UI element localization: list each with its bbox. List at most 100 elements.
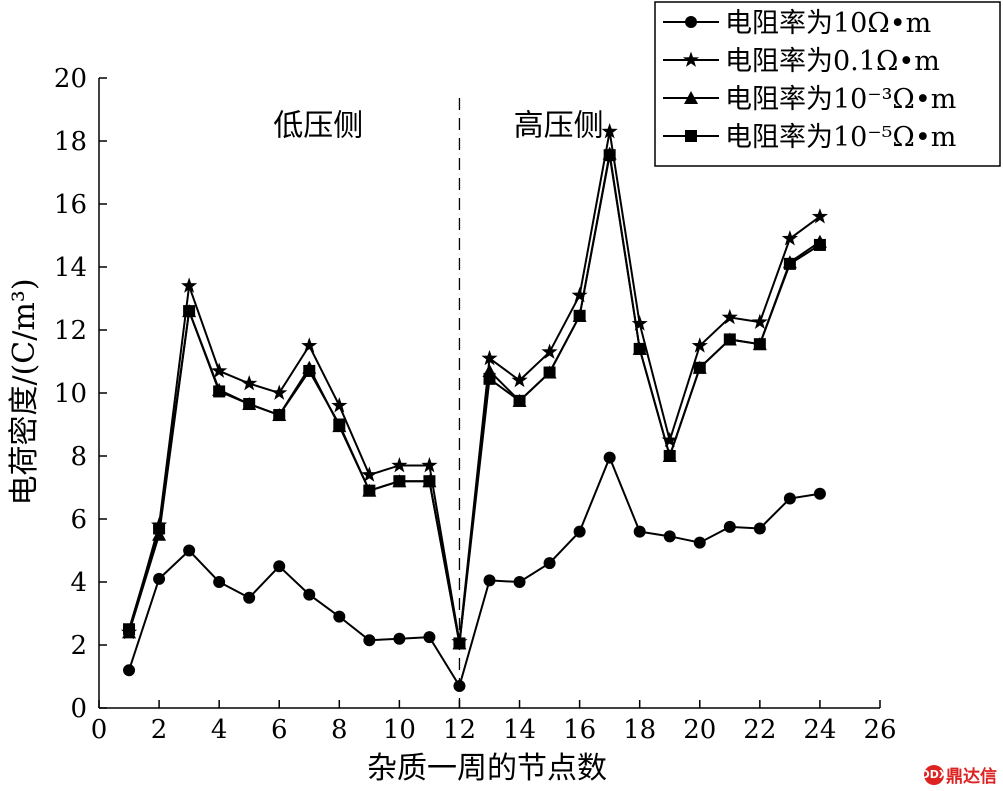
- series-circle: [123, 451, 826, 692]
- y-tick-label: 12: [54, 316, 87, 346]
- y-tick-label: 0: [70, 694, 87, 724]
- series-line-star: [128, 131, 821, 643]
- square-marker: [273, 409, 286, 422]
- square-marker: [183, 305, 196, 318]
- x-tick-label: 14: [503, 715, 536, 745]
- square-marker: [693, 361, 706, 374]
- circle-marker: [513, 576, 526, 588]
- square-marker: [573, 309, 586, 322]
- star-marker: [781, 230, 798, 246]
- circle-marker: [633, 525, 646, 538]
- circle-marker: [753, 522, 766, 535]
- circle-marker: [123, 664, 136, 677]
- legend-circle-marker: [685, 16, 697, 28]
- circle-marker: [303, 588, 316, 601]
- x-tick-label: 4: [211, 715, 228, 745]
- square-marker: [813, 238, 826, 251]
- square-marker: [333, 418, 346, 431]
- star-marker: [481, 349, 498, 366]
- series-triangle: [122, 146, 827, 650]
- star-marker: [601, 123, 618, 139]
- legend: 电阻率为10Ω•m 电阻率为0.1Ω•m 电阻率为10⁻³Ω•m 电阻率为10⁻⁵Ω•…: [654, 1, 1001, 167]
- circle-marker: [603, 451, 616, 464]
- legend-star-marker: [682, 51, 700, 67]
- square-marker: [543, 366, 556, 379]
- axes: 0 2 4 6 8 10 12 14 16 18 20 22 24 2602468101214161820…: [54, 64, 897, 745]
- series-star: [120, 123, 829, 649]
- y-tick-label: 20: [54, 64, 87, 94]
- star-marker: [391, 456, 408, 473]
- y-tick-label: 10: [54, 379, 87, 409]
- x-tick-label: 24: [803, 715, 836, 745]
- x-tick-label: 2: [151, 715, 168, 745]
- circle-marker: [273, 560, 286, 573]
- watermark-logo-icon: DDX: [921, 764, 947, 785]
- star-marker: [571, 286, 588, 303]
- x-tick-label: 26: [863, 715, 896, 745]
- legend-entry-label: 电阻率为10Ω•m: [725, 8, 931, 39]
- circle-marker: [393, 632, 406, 645]
- circle-marker: [153, 572, 166, 585]
- legend-square-marker: [685, 130, 697, 142]
- y-tick-label: 16: [54, 190, 87, 220]
- circle-marker: [483, 574, 496, 587]
- x-tick-label: 22: [743, 715, 776, 745]
- circle-marker: [183, 544, 196, 557]
- legend-box: [654, 1, 1001, 167]
- series-layer: [120, 123, 829, 692]
- square-marker: [393, 475, 406, 488]
- square-marker: [753, 338, 766, 351]
- circle-marker: [363, 634, 376, 647]
- square-marker: [513, 394, 526, 407]
- y-axis-label: 电荷密度/(C/m³): [7, 278, 42, 505]
- y-tick-label: 18: [54, 127, 87, 157]
- star-marker: [301, 337, 318, 353]
- square-marker: [603, 149, 616, 162]
- star-marker: [271, 384, 288, 400]
- y-tick-label: 4: [70, 568, 87, 598]
- circle-marker: [573, 525, 586, 538]
- square-marker: [363, 484, 376, 497]
- circle-marker: [663, 530, 676, 543]
- star-marker: [181, 277, 198, 293]
- star-marker: [631, 315, 648, 331]
- y-tick-label: 14: [54, 253, 87, 283]
- square-marker: [243, 398, 256, 411]
- series-square: [123, 149, 826, 650]
- circle-marker: [243, 591, 256, 604]
- circle-marker: [783, 492, 796, 505]
- circle-marker: [723, 520, 736, 533]
- star-marker: [691, 337, 708, 353]
- star-marker: [361, 466, 378, 482]
- circle-marker: [333, 610, 346, 623]
- watermark-text: 鼎达信: [946, 767, 997, 787]
- star-marker: [661, 431, 678, 448]
- star-marker: [721, 308, 738, 325]
- x-tick-label: 6: [271, 715, 288, 745]
- circle-marker: [813, 487, 826, 500]
- square-marker: [123, 623, 136, 636]
- star-marker: [211, 362, 228, 378]
- x-axis-label: 杂质一周的节点数: [367, 751, 607, 786]
- square-marker: [303, 364, 316, 377]
- series-line-triangle: [128, 153, 821, 644]
- annotation-high-voltage: 高压侧: [514, 108, 604, 143]
- legend-entry-label: 电阻率为0.1Ω•m: [725, 46, 940, 77]
- x-tick-label: 16: [563, 715, 596, 745]
- x-tick-label: 0: [91, 715, 108, 745]
- legend-triangle-marker: [684, 91, 698, 104]
- star-marker: [331, 397, 348, 413]
- y-tick-label: 8: [70, 442, 87, 472]
- legend-entry-label: 电阻率为10⁻³Ω•m: [725, 84, 956, 115]
- circle-marker: [423, 631, 436, 644]
- star-marker: [241, 375, 258, 391]
- square-marker: [723, 333, 736, 346]
- x-tick-label: 8: [331, 715, 348, 745]
- star-marker: [421, 456, 438, 473]
- annotation-low-voltage: 低压侧: [273, 108, 363, 143]
- star-marker: [511, 371, 528, 388]
- x-tick-label: 12: [443, 715, 476, 745]
- square-marker: [633, 342, 646, 355]
- y-tick-label: 2: [70, 631, 87, 661]
